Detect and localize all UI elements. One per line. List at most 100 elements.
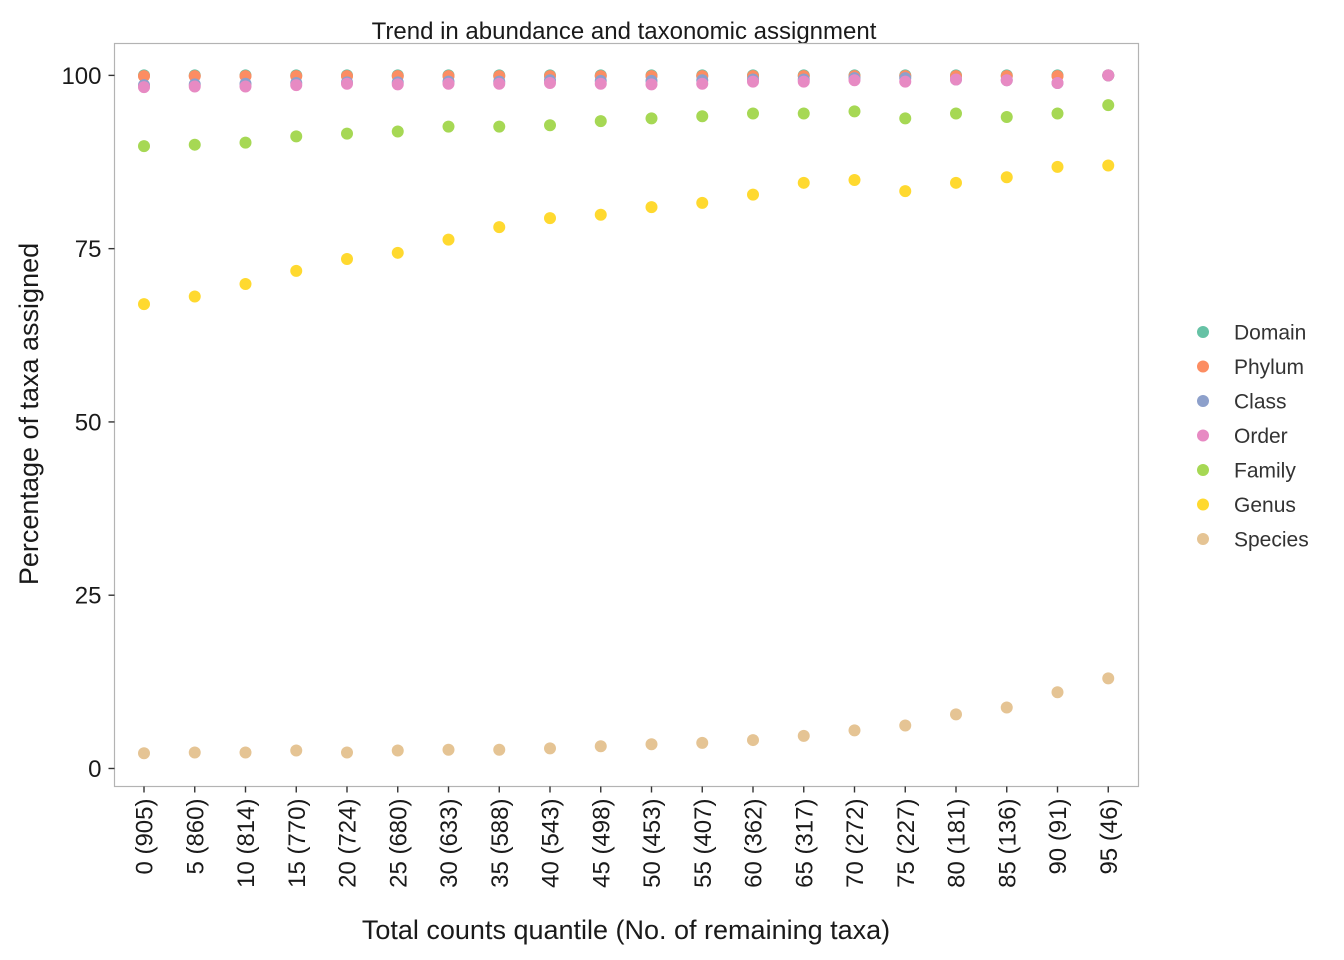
data-point bbox=[239, 136, 252, 149]
data-point bbox=[1051, 686, 1064, 699]
x-tick-label: 40 (543) bbox=[538, 799, 565, 888]
x-tick-label: 85 (136) bbox=[994, 799, 1021, 888]
data-point bbox=[696, 736, 709, 749]
y-tick-label: 100 bbox=[61, 63, 101, 90]
data-point bbox=[797, 107, 810, 120]
y-tick-label: 0 bbox=[88, 756, 101, 783]
legend-key bbox=[1197, 429, 1209, 442]
data-point bbox=[1051, 77, 1064, 90]
x-tick-label: 55 (407) bbox=[690, 799, 717, 888]
legend-label: Genus bbox=[1234, 494, 1296, 517]
data-point bbox=[290, 264, 303, 277]
data-point bbox=[645, 78, 658, 91]
data-point bbox=[188, 70, 201, 83]
data-point bbox=[544, 742, 556, 755]
legend-key bbox=[1197, 498, 1209, 511]
data-point bbox=[645, 738, 658, 751]
legend-label: Phylum bbox=[1234, 356, 1304, 379]
data-point bbox=[138, 140, 150, 153]
legend-key bbox=[1197, 326, 1209, 338]
data-point bbox=[950, 176, 962, 189]
data-point bbox=[391, 246, 404, 259]
data-point bbox=[493, 743, 506, 756]
data-point bbox=[1000, 110, 1013, 123]
x-tick-label: 95 (46) bbox=[1096, 799, 1123, 875]
y-axis-title: Percentage of taxa assigned bbox=[14, 243, 44, 585]
data-point bbox=[848, 174, 861, 187]
data-point bbox=[442, 77, 455, 90]
data-point bbox=[239, 80, 252, 93]
data-point bbox=[747, 188, 759, 201]
x-tick-label: 90 (91) bbox=[1045, 799, 1072, 875]
data-point bbox=[290, 79, 303, 92]
y-axis: 0 25 50 75 100 bbox=[61, 63, 115, 783]
data-point bbox=[1102, 69, 1115, 82]
data-point bbox=[594, 208, 607, 221]
data-point bbox=[696, 196, 709, 209]
data-point bbox=[493, 77, 506, 90]
x-tick-label: 70 (272) bbox=[842, 799, 869, 888]
data-point bbox=[1102, 159, 1115, 172]
data-point bbox=[341, 77, 353, 90]
data-point bbox=[950, 73, 962, 86]
data-point bbox=[899, 112, 912, 125]
x-tick-label: 45 (498) bbox=[588, 799, 615, 888]
data-point bbox=[1000, 701, 1013, 714]
data-point bbox=[239, 746, 252, 759]
data-point bbox=[493, 221, 506, 234]
data-point bbox=[950, 708, 962, 721]
series-genus bbox=[138, 159, 1115, 311]
data-point bbox=[341, 746, 353, 759]
data-point bbox=[493, 120, 506, 133]
data-point bbox=[1000, 171, 1013, 184]
data-point bbox=[239, 278, 252, 291]
x-tick-label: 5 (860) bbox=[182, 799, 209, 875]
data-point bbox=[391, 744, 404, 757]
data-point bbox=[544, 77, 556, 90]
x-tick-label: 60 (362) bbox=[741, 799, 768, 888]
legend-key bbox=[1197, 360, 1209, 373]
data-point bbox=[797, 729, 810, 742]
legend-label: Class bbox=[1234, 391, 1287, 414]
legend-item: Species bbox=[1197, 529, 1309, 552]
data-point bbox=[442, 120, 455, 133]
data-points bbox=[138, 69, 1115, 760]
data-point bbox=[188, 80, 201, 93]
data-point bbox=[442, 233, 455, 246]
series-order bbox=[138, 69, 1115, 94]
data-point bbox=[797, 176, 810, 189]
data-point bbox=[341, 253, 353, 266]
data-point bbox=[594, 115, 607, 128]
data-point bbox=[442, 743, 455, 756]
data-point bbox=[1051, 160, 1064, 173]
data-point bbox=[138, 81, 150, 94]
data-point bbox=[1102, 672, 1115, 685]
data-point bbox=[391, 78, 404, 91]
x-tick-label: 15 (770) bbox=[284, 799, 311, 888]
data-point bbox=[188, 290, 201, 303]
data-point bbox=[188, 746, 201, 759]
data-point bbox=[696, 110, 709, 123]
x-tick-label: 25 (680) bbox=[385, 799, 412, 888]
plot-panel bbox=[113, 42, 1140, 788]
x-axis-title: Total counts quantile (No. of remaining … bbox=[362, 915, 890, 945]
x-tick-label: 35 (588) bbox=[487, 799, 514, 888]
data-point bbox=[544, 119, 556, 132]
legend-item: Genus bbox=[1197, 494, 1296, 517]
data-point bbox=[747, 107, 759, 120]
data-point bbox=[341, 127, 353, 140]
data-point bbox=[1102, 99, 1115, 112]
series-family bbox=[138, 99, 1115, 153]
data-point bbox=[899, 719, 912, 732]
y-tick-label: 75 bbox=[75, 236, 102, 263]
legend-label: Domain bbox=[1234, 322, 1306, 345]
legend-item: Domain bbox=[1197, 322, 1306, 345]
data-point bbox=[848, 74, 861, 87]
data-point bbox=[188, 138, 201, 151]
series-species bbox=[138, 672, 1115, 760]
legend-label: Order bbox=[1234, 425, 1288, 448]
data-point bbox=[138, 747, 150, 760]
data-point bbox=[290, 130, 303, 143]
data-point bbox=[696, 77, 709, 90]
